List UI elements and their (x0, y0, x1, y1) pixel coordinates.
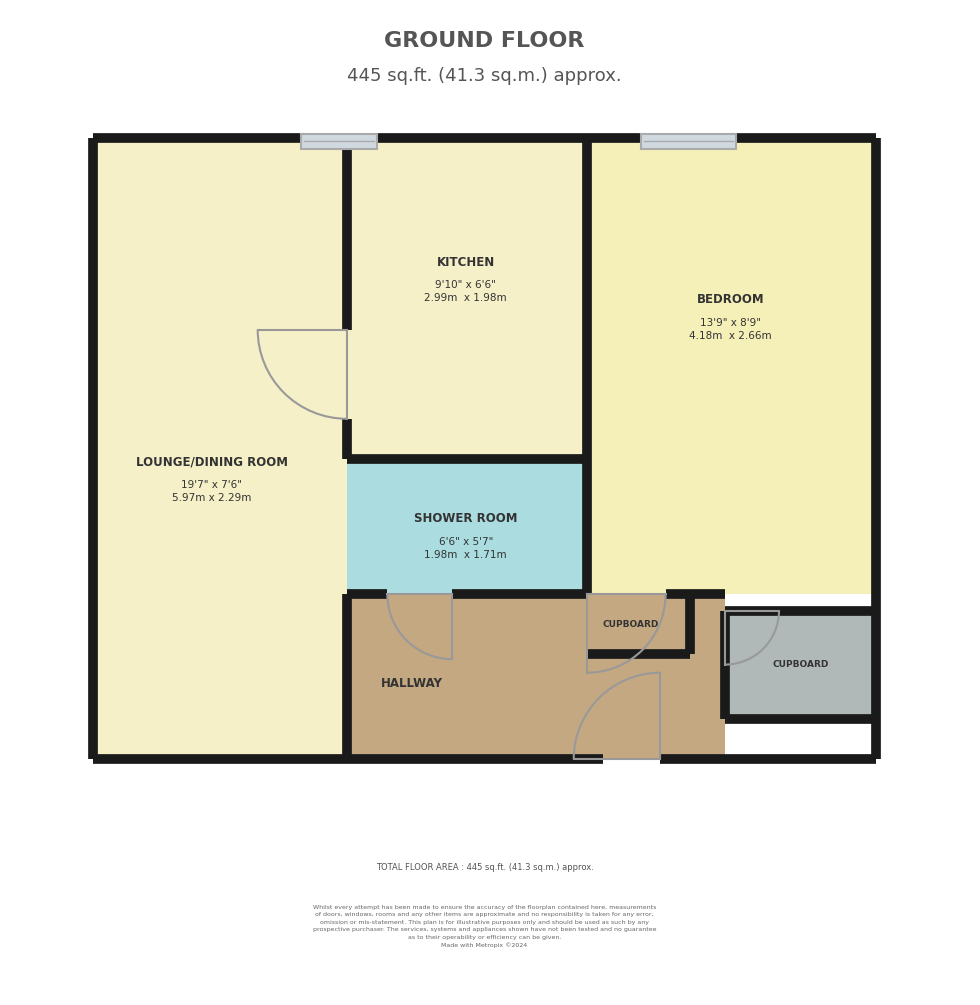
Bar (93, 138, 347, 759)
Bar (587, 594, 690, 654)
Text: CUPBOARD: CUPBOARD (603, 619, 659, 628)
Text: LOUNGE/DINING ROOM: LOUNGE/DINING ROOM (136, 455, 288, 468)
Text: Whilst every attempt has been made to ensure the accuracy of the floorplan conta: Whilst every attempt has been made to en… (313, 906, 657, 948)
Bar (641, 134, 736, 149)
Text: SHOWER ROOM: SHOWER ROOM (414, 513, 517, 526)
Text: TOTAL FLOOR AREA : 445 sq.ft. (41.3 sq.m.) approx.: TOTAL FLOOR AREA : 445 sq.ft. (41.3 sq.m… (375, 862, 594, 871)
Bar (301, 134, 376, 149)
Text: 19'7" x 7'6"
5.97m x 2.29m: 19'7" x 7'6" 5.97m x 2.29m (172, 480, 252, 504)
Text: 13'9" x 8'9"
4.18m  x 2.66m: 13'9" x 8'9" 4.18m x 2.66m (689, 318, 771, 342)
Text: BEDROOM: BEDROOM (697, 293, 764, 307)
Bar (347, 138, 587, 459)
Text: 445 sq.ft. (41.3 sq.m.) approx.: 445 sq.ft. (41.3 sq.m.) approx. (347, 66, 622, 84)
Text: 9'10" x 6'6"
2.99m  x 1.98m: 9'10" x 6'6" 2.99m x 1.98m (424, 280, 507, 304)
Text: HALLWAY: HALLWAY (380, 677, 443, 690)
Bar (690, 654, 725, 759)
Text: 6'6" x 5'7"
1.98m  x 1.71m: 6'6" x 5'7" 1.98m x 1.71m (424, 537, 507, 560)
Text: CUPBOARD: CUPBOARD (772, 660, 829, 669)
Bar (725, 611, 876, 719)
Text: KITCHEN: KITCHEN (436, 255, 495, 268)
Text: GROUND FLOOR: GROUND FLOOR (384, 30, 585, 50)
Bar (347, 594, 725, 759)
Bar (587, 138, 876, 594)
Bar (347, 459, 587, 594)
